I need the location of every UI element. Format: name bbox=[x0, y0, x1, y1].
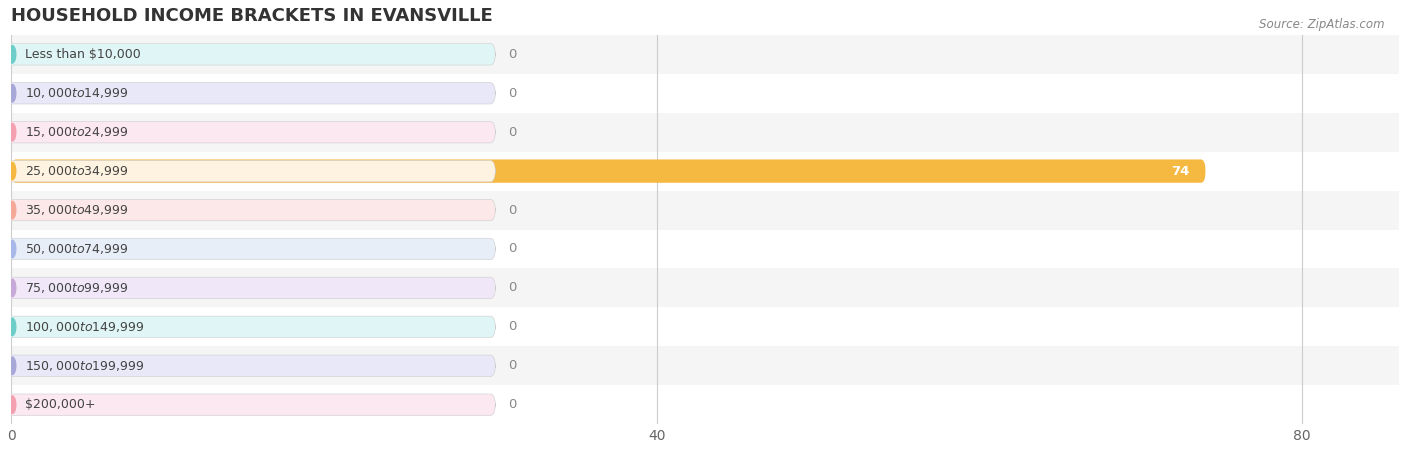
Circle shape bbox=[8, 201, 15, 219]
Text: 0: 0 bbox=[509, 243, 516, 256]
FancyBboxPatch shape bbox=[3, 199, 495, 221]
Text: $100,000 to $149,999: $100,000 to $149,999 bbox=[25, 320, 145, 334]
Text: $200,000+: $200,000+ bbox=[25, 398, 96, 411]
FancyBboxPatch shape bbox=[3, 394, 495, 415]
Text: $15,000 to $24,999: $15,000 to $24,999 bbox=[25, 125, 128, 139]
FancyBboxPatch shape bbox=[3, 316, 495, 338]
Bar bbox=[11, 307, 1399, 346]
Circle shape bbox=[8, 396, 15, 414]
Bar bbox=[11, 191, 1399, 230]
Circle shape bbox=[8, 357, 15, 374]
Bar bbox=[11, 346, 1399, 385]
Text: 0: 0 bbox=[509, 126, 516, 139]
Text: HOUSEHOLD INCOME BRACKETS IN EVANSVILLE: HOUSEHOLD INCOME BRACKETS IN EVANSVILLE bbox=[11, 7, 494, 25]
Circle shape bbox=[8, 162, 15, 180]
FancyBboxPatch shape bbox=[3, 355, 495, 377]
Text: 0: 0 bbox=[509, 320, 516, 333]
FancyBboxPatch shape bbox=[3, 277, 495, 299]
Text: Source: ZipAtlas.com: Source: ZipAtlas.com bbox=[1260, 18, 1385, 31]
Text: 0: 0 bbox=[509, 398, 516, 411]
Text: 0: 0 bbox=[509, 281, 516, 294]
Text: $150,000 to $199,999: $150,000 to $199,999 bbox=[25, 359, 145, 373]
Text: $50,000 to $74,999: $50,000 to $74,999 bbox=[25, 242, 128, 256]
FancyBboxPatch shape bbox=[3, 160, 495, 182]
Text: $25,000 to $34,999: $25,000 to $34,999 bbox=[25, 164, 128, 178]
Text: $10,000 to $14,999: $10,000 to $14,999 bbox=[25, 86, 128, 100]
Text: $75,000 to $99,999: $75,000 to $99,999 bbox=[25, 281, 128, 295]
Text: 0: 0 bbox=[509, 87, 516, 100]
Text: 0: 0 bbox=[509, 203, 516, 216]
Text: $35,000 to $49,999: $35,000 to $49,999 bbox=[25, 203, 128, 217]
FancyBboxPatch shape bbox=[3, 122, 495, 143]
FancyBboxPatch shape bbox=[3, 238, 495, 260]
Bar bbox=[11, 112, 1399, 152]
Text: Less than $10,000: Less than $10,000 bbox=[25, 48, 141, 61]
Bar bbox=[11, 74, 1399, 112]
Bar bbox=[11, 269, 1399, 307]
Text: 74: 74 bbox=[1171, 165, 1189, 178]
Bar bbox=[11, 152, 1399, 191]
FancyBboxPatch shape bbox=[11, 159, 1205, 183]
Circle shape bbox=[8, 85, 15, 102]
FancyBboxPatch shape bbox=[3, 44, 495, 65]
Circle shape bbox=[8, 45, 15, 63]
Circle shape bbox=[8, 240, 15, 258]
Bar bbox=[11, 385, 1399, 424]
Text: 0: 0 bbox=[509, 359, 516, 372]
Circle shape bbox=[8, 318, 15, 336]
Text: 0: 0 bbox=[509, 48, 516, 61]
Circle shape bbox=[8, 279, 15, 297]
Bar bbox=[11, 230, 1399, 269]
Circle shape bbox=[8, 123, 15, 141]
Bar bbox=[11, 35, 1399, 74]
FancyBboxPatch shape bbox=[3, 82, 495, 104]
